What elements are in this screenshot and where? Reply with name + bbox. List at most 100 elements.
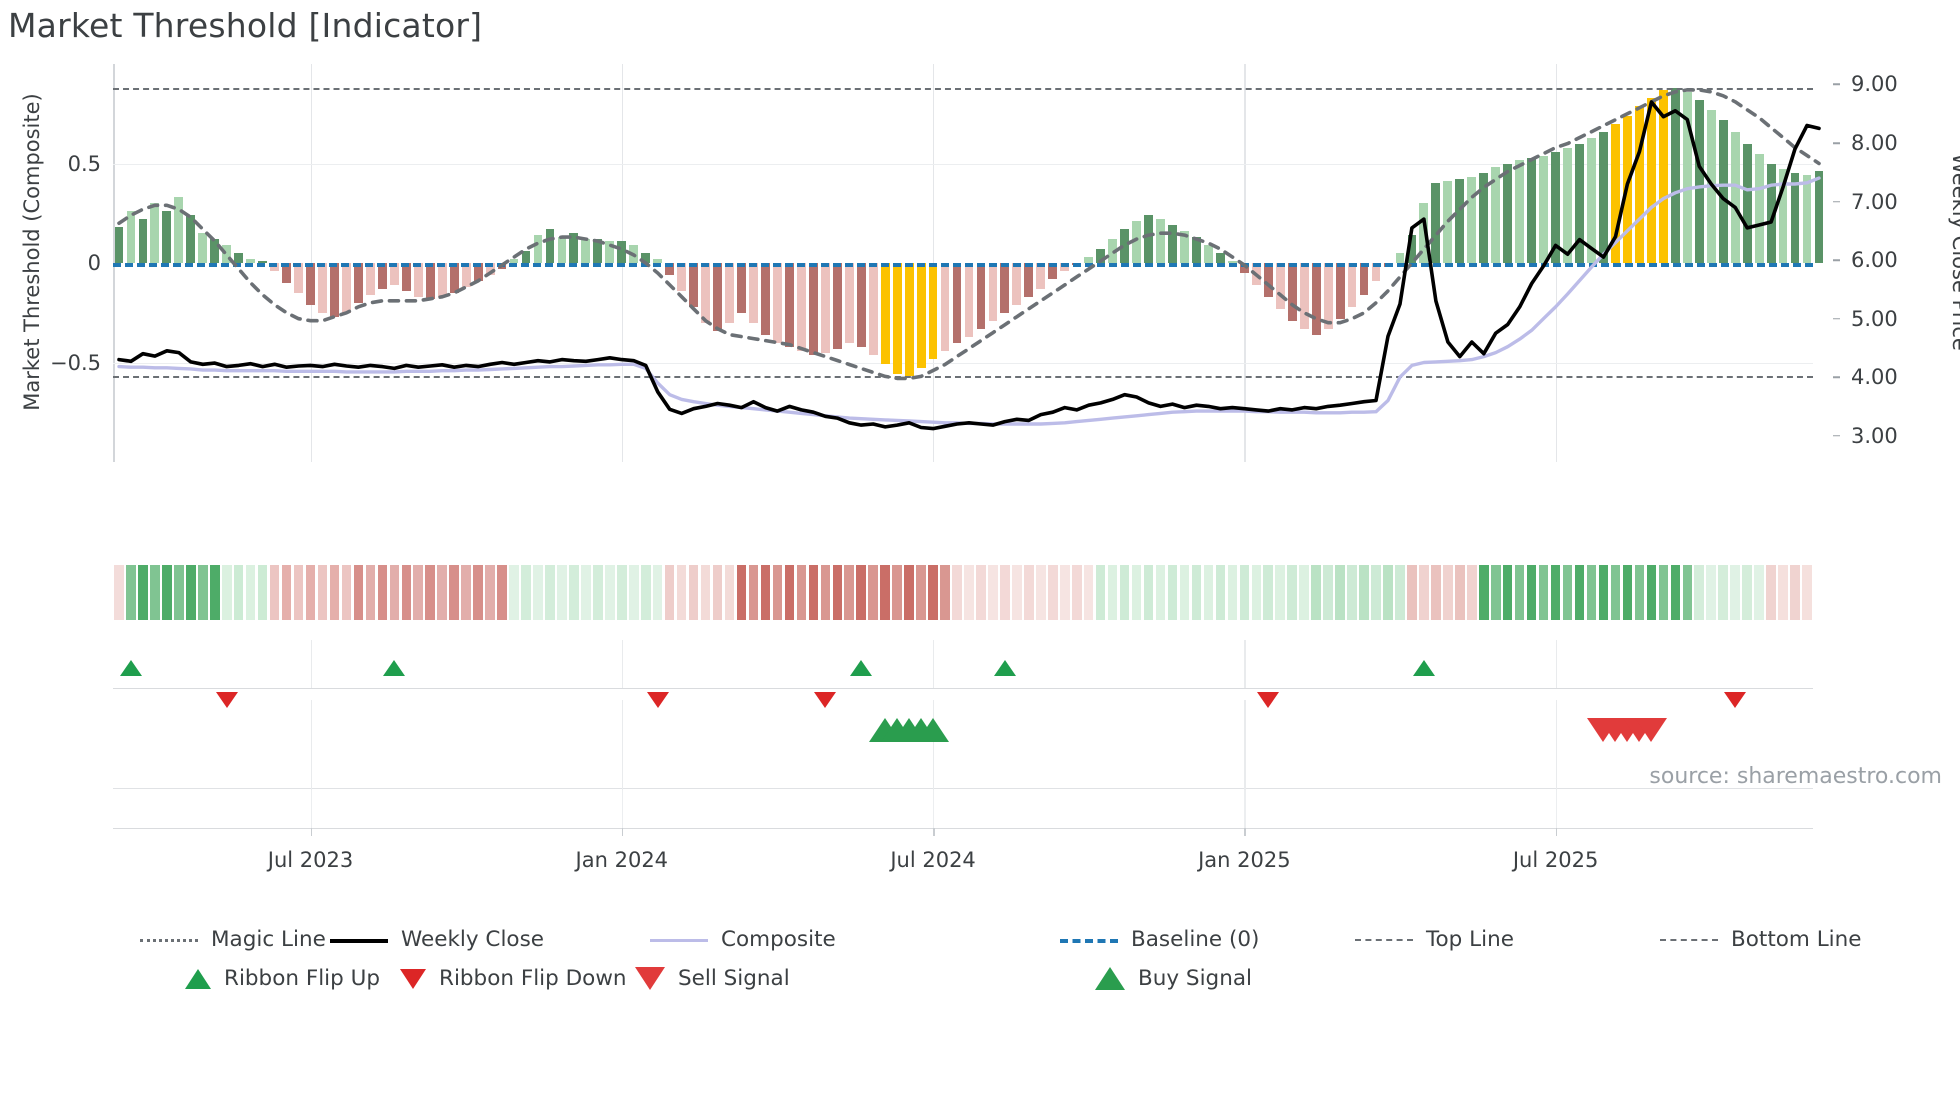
- x-tick-label: Jul 2024: [890, 848, 976, 872]
- histogram-bar: [1096, 249, 1106, 263]
- y-tickmark-right: [1833, 317, 1840, 320]
- ribbon-cell: [1790, 565, 1800, 620]
- x-tick-label: Jul 2025: [1512, 848, 1599, 872]
- histogram-bar: [1611, 123, 1620, 263]
- ribbon-cell: [628, 565, 639, 620]
- histogram-bar: [198, 233, 208, 263]
- histogram-bar: [808, 263, 818, 355]
- legend-label: Baseline (0): [1131, 927, 1260, 952]
- histogram-bar: [713, 263, 722, 331]
- legend-item-magic-line[interactable]: Magic Line: [140, 920, 326, 959]
- y-tick-right: 4.00: [1851, 365, 1898, 390]
- histogram-bar: [138, 219, 148, 263]
- histogram-bar: [665, 263, 675, 275]
- histogram-bar: [1455, 179, 1465, 263]
- histogram-bar: [1215, 253, 1225, 263]
- histogram-bar: [653, 259, 663, 263]
- ribbon-flip-up-marker: [993, 660, 1016, 676]
- x-grid-stub: [1555, 788, 1557, 828]
- ribbon-cell: [1574, 565, 1585, 620]
- legend-item-top-line[interactable]: Top Line: [1355, 920, 1514, 959]
- triangle-down-icon: [400, 968, 426, 989]
- ribbon-cell: [1095, 565, 1106, 620]
- ribbon-cell: [233, 565, 244, 620]
- histogram-bar: [1227, 261, 1237, 263]
- ribbon-cell: [245, 565, 256, 620]
- ribbon-cell: [1395, 565, 1405, 620]
- baseline-zero: [113, 263, 1813, 267]
- x-tickmark: [1244, 828, 1246, 836]
- ribbon-cell: [892, 565, 902, 620]
- legend-item-bottom-line[interactable]: Bottom Line: [1660, 920, 1862, 959]
- marker-gridline: [310, 700, 312, 790]
- ribbon-cell: [1107, 565, 1118, 620]
- ribbon-cell: [1598, 565, 1609, 620]
- ribbon-flip-down-marker: [215, 692, 238, 708]
- histogram-bar: [1790, 173, 1800, 263]
- buy-signal-marker: [917, 718, 950, 742]
- ribbon-cell: [1299, 565, 1309, 620]
- legend-item-ribbon-flip-up[interactable]: Ribbon Flip Up: [185, 959, 380, 998]
- ribbon-cell: [425, 565, 436, 620]
- histogram-bar: [1168, 225, 1177, 263]
- ribbon-cell: [1071, 565, 1082, 620]
- ribbon-cell: [1682, 565, 1693, 620]
- ribbon-flip-down-marker: [1257, 692, 1280, 708]
- legend-item-buy-signal[interactable]: Buy Signal: [1095, 959, 1252, 998]
- ribbon-cell: [377, 565, 388, 620]
- x-grid-stub: [621, 788, 624, 828]
- histogram-bar: [1132, 221, 1141, 263]
- ribbon-cell: [1335, 565, 1345, 620]
- histogram-bar: [485, 263, 495, 275]
- ribbon-cell: [880, 565, 890, 620]
- histogram-bar: [1347, 263, 1357, 307]
- ribbon-cell: [1407, 565, 1417, 620]
- histogram-bar: [1515, 159, 1525, 263]
- histogram-bar: [1012, 263, 1022, 305]
- histogram-bar: [521, 251, 531, 263]
- ribbon-cell: [305, 565, 316, 620]
- histogram-bar: [306, 263, 315, 305]
- ribbon-cell: [1155, 565, 1166, 620]
- legend-item-composite[interactable]: Composite: [650, 920, 836, 959]
- histogram-bar: [1048, 263, 1058, 279]
- histogram-bar: [844, 263, 854, 343]
- ribbon-cell: [449, 565, 459, 620]
- histogram-bar: [1144, 215, 1153, 263]
- sell-signal-marker: [1635, 718, 1668, 742]
- histogram-bar: [1239, 263, 1249, 273]
- histogram-bar: [222, 245, 232, 263]
- ribbon-cell: [1287, 565, 1297, 620]
- histogram-bar: [581, 239, 591, 263]
- ribbon-cell: [1658, 565, 1669, 620]
- histogram-bar: [641, 253, 651, 263]
- legend-line-icon: [1355, 938, 1413, 941]
- y-tick-right: 8.00: [1851, 131, 1898, 155]
- histogram-bar: [617, 241, 627, 263]
- histogram-bar: [258, 261, 268, 263]
- ribbon-cell: [617, 565, 627, 620]
- ribbon-cell: [976, 565, 986, 620]
- histogram-bar: [1479, 173, 1489, 263]
- histogram-bar: [174, 197, 184, 263]
- histogram-bar: [210, 239, 220, 263]
- ribbon-cell: [1718, 565, 1728, 620]
- legend-item-sell-signal[interactable]: Sell Signal: [635, 959, 790, 998]
- ribbon-cell: [413, 565, 424, 620]
- histogram-bar: [150, 203, 160, 263]
- legend-item-baseline-0[interactable]: Baseline (0): [1060, 920, 1259, 959]
- legend-item-weekly-close[interactable]: Weekly Close: [330, 920, 544, 959]
- marker-gridline: [1555, 640, 1557, 688]
- legend-label: Top Line: [1426, 927, 1514, 952]
- legend-item-ribbon-flip-down[interactable]: Ribbon Flip Down: [400, 959, 627, 998]
- ribbon-cell: [1622, 565, 1633, 620]
- histogram-bar: [1335, 263, 1345, 319]
- legend-swatch: [140, 930, 198, 950]
- histogram-bar: [1120, 229, 1130, 263]
- ribbon-cell: [1802, 565, 1812, 620]
- ribbon-cell: [581, 565, 591, 620]
- ribbon-cell: [605, 565, 615, 620]
- ribbon-cell: [509, 565, 519, 620]
- ribbon-cell: [150, 565, 160, 620]
